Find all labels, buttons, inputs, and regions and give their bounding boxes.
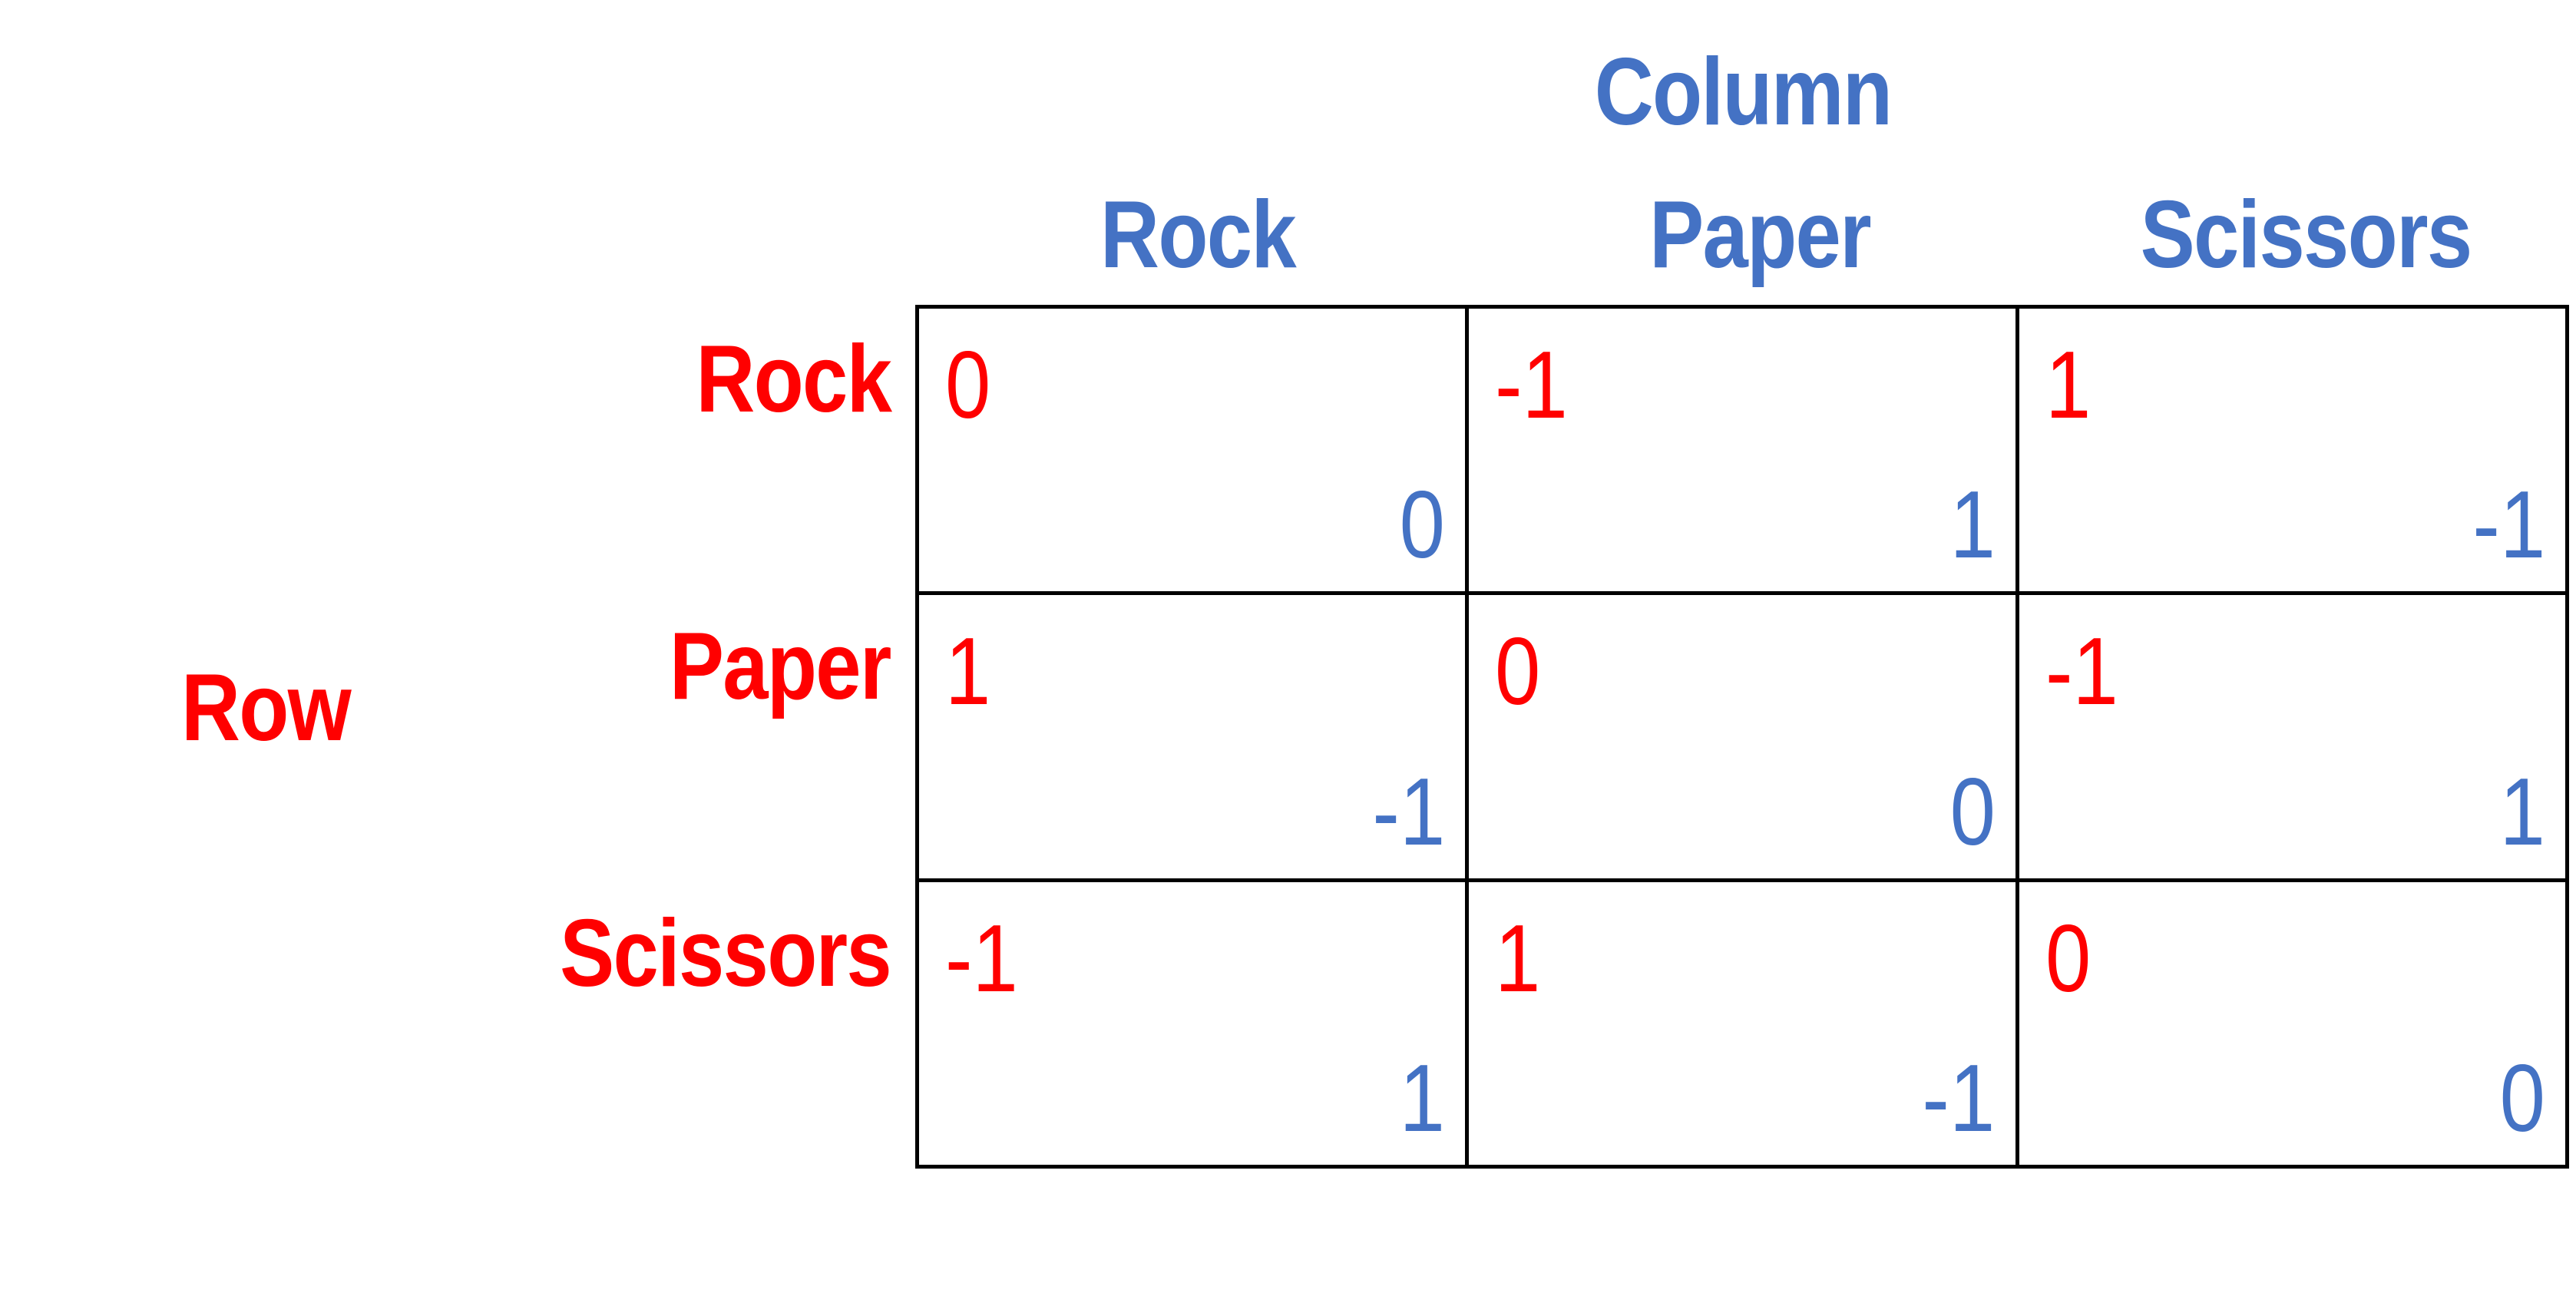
- column-payoff: -1: [1922, 1046, 1996, 1152]
- payoff-cell-scissors-scissors: 0 0: [2019, 881, 2569, 1169]
- column-header-scissors: Scissors: [2140, 182, 2473, 288]
- payoff-cell-rock-paper: -1 1: [1469, 309, 2019, 596]
- column-payoff: -1: [2472, 472, 2545, 579]
- payoff-cell-rock-rock: 0 0: [919, 309, 1470, 596]
- row-header-rock: Rock: [696, 326, 892, 432]
- row-header-paper: Paper: [670, 613, 892, 719]
- payoff-cell-paper-scissors: -1 1: [2019, 595, 2569, 882]
- column-payoff: 0: [1400, 472, 1446, 579]
- payoff-cell-scissors-rock: -1 1: [919, 881, 1470, 1169]
- column-header-paper: Paper: [1649, 182, 1872, 288]
- payoff-cell-rock-scissors: 1 -1: [2019, 309, 2569, 596]
- row-payoff: -1: [2045, 619, 2118, 726]
- column-payoff: 1: [1949, 472, 1996, 579]
- column-payoff: 1: [2499, 759, 2545, 865]
- row-payoff: 0: [945, 332, 991, 438]
- column-player-label: Column: [1594, 39, 1893, 145]
- row-payoff: 1: [1495, 905, 1541, 1012]
- payoff-cell-scissors-paper: 1 -1: [1469, 881, 2019, 1169]
- payoff-cell-paper-rock: 1 -1: [919, 595, 1470, 882]
- row-player-label: Row: [181, 655, 352, 761]
- row-payoff: 0: [1495, 619, 1541, 726]
- payoff-matrix: 0 0 -1 1 1 -1 1 -1 0 0 -1 1 -1 1 1 -1 0 …: [915, 305, 2569, 1169]
- column-payoff: 0: [2499, 1046, 2545, 1152]
- row-header-scissors: Scissors: [560, 901, 892, 1007]
- column-header-rock: Rock: [1100, 182, 1297, 288]
- column-payoff: 1: [1400, 1046, 1446, 1152]
- row-payoff: 1: [2045, 332, 2091, 438]
- column-payoff: 0: [1949, 759, 1996, 865]
- row-payoff: -1: [1495, 332, 1569, 438]
- row-payoff: 0: [2045, 905, 2091, 1012]
- payoff-cell-paper-paper: 0 0: [1469, 595, 2019, 882]
- column-payoff: -1: [1372, 759, 1446, 865]
- row-payoff: 1: [945, 619, 991, 726]
- row-payoff: -1: [945, 905, 1018, 1012]
